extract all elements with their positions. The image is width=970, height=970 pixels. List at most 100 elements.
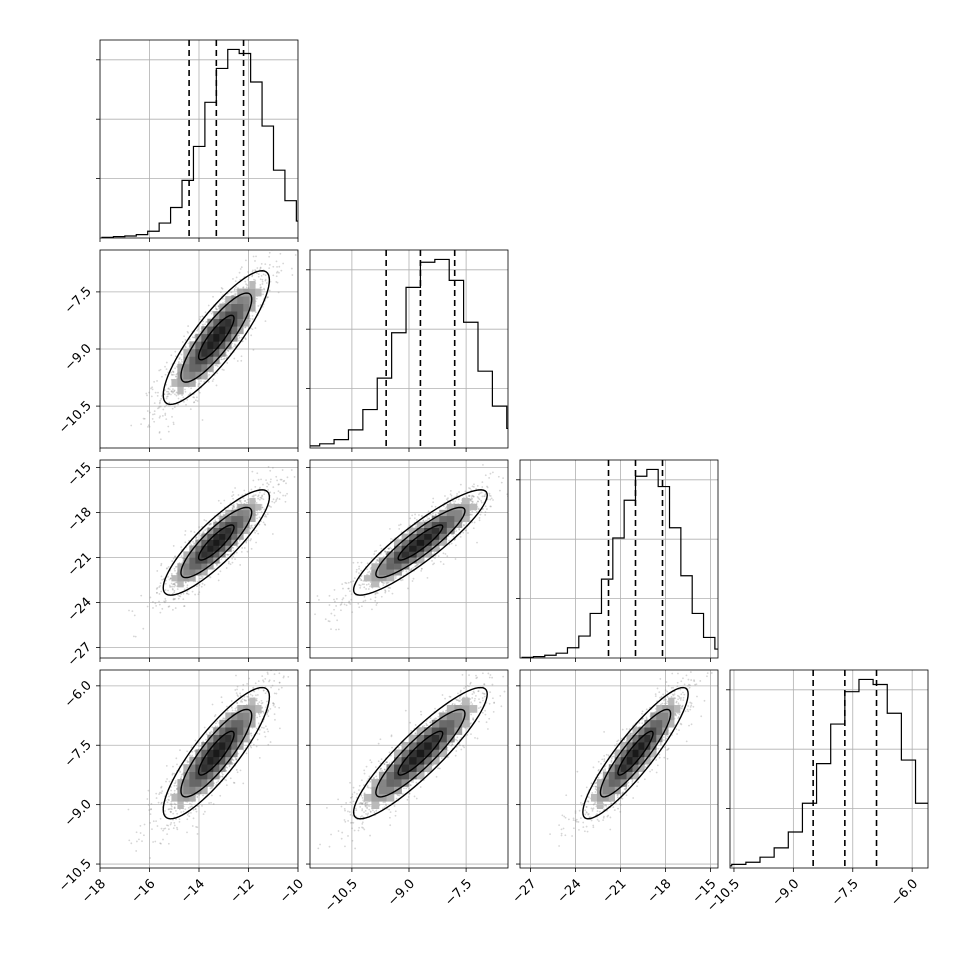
sample-point (252, 269, 254, 272)
sample-point (164, 414, 167, 416)
sample-point (173, 556, 176, 558)
contour-2 (162, 489, 271, 596)
sample-point (186, 592, 189, 595)
sample-point (173, 807, 176, 809)
density-cell (213, 545, 220, 552)
density-cell (446, 521, 455, 528)
density-cell (378, 575, 387, 582)
sample-point (174, 367, 177, 370)
sample-point (252, 479, 255, 482)
sample-point (178, 595, 181, 597)
sample-point (176, 588, 179, 591)
density-cell (243, 296, 250, 304)
sample-point (156, 570, 159, 572)
sample-point (250, 488, 253, 491)
density-cell (431, 527, 440, 534)
sample-point (263, 493, 266, 496)
sample-point (265, 282, 268, 284)
sample-point (470, 498, 473, 501)
sample-point (215, 781, 218, 784)
sample-point (179, 362, 182, 365)
sample-point (426, 518, 429, 520)
sample-point (261, 495, 264, 498)
sample-point (158, 431, 161, 433)
density-cell (431, 545, 440, 552)
sample-point (272, 265, 275, 268)
sample-point (173, 807, 176, 810)
sample-point (273, 501, 276, 504)
sample-point (222, 369, 225, 371)
sample-point (160, 397, 163, 400)
density-cell (461, 515, 470, 523)
sample-point (174, 393, 176, 396)
sample-point (143, 823, 146, 826)
sample-point (157, 407, 159, 410)
sample-point (366, 573, 369, 576)
sample-point (260, 228, 262, 230)
sample-point (158, 586, 161, 588)
sample-point (416, 563, 418, 566)
sample-point (483, 495, 486, 498)
sample-point (162, 838, 164, 841)
density-cell (195, 356, 202, 365)
density-cell (201, 551, 208, 558)
sample-point (235, 293, 237, 295)
sample-point (181, 360, 183, 363)
y-tick-label: −7.5 (62, 284, 95, 317)
sample-point (184, 345, 187, 348)
density-cell (394, 557, 402, 564)
sample-point (269, 741, 272, 743)
sample-point (278, 265, 281, 268)
sample-point (164, 601, 166, 604)
sample-point (164, 589, 167, 591)
sample-point (314, 613, 316, 616)
sample-point (245, 501, 248, 504)
density-cell (219, 341, 226, 350)
sample-point (491, 471, 494, 474)
density-cell (189, 363, 196, 372)
sample-point (170, 572, 173, 575)
sample-point (244, 337, 247, 340)
sample-point (386, 581, 389, 584)
sample-point (201, 582, 204, 585)
sample-point (167, 589, 169, 592)
sample-point (506, 493, 508, 496)
sample-point (152, 413, 154, 416)
sample-point (175, 375, 178, 378)
sample-point (231, 561, 234, 564)
sample-point (161, 607, 164, 610)
sample-point (132, 635, 135, 638)
sample-point (201, 323, 204, 326)
sample-point (264, 278, 267, 281)
sample-point (420, 567, 423, 570)
sample-point (509, 475, 511, 477)
density-cell (231, 311, 238, 320)
sample-point (374, 596, 377, 599)
density-cell (249, 515, 256, 523)
sample-point (368, 570, 371, 573)
sample-point (252, 349, 255, 351)
sample-point (269, 491, 272, 494)
sample-point (333, 598, 335, 601)
sample-point (147, 425, 149, 428)
sample-point (242, 683, 245, 686)
sample-point (219, 570, 222, 573)
sample-point (187, 325, 190, 327)
sample-point (169, 807, 172, 810)
sample-point (254, 531, 257, 534)
sample-point (171, 588, 174, 591)
sample-point (265, 479, 267, 482)
sample-point (342, 597, 345, 600)
sample-point (195, 537, 197, 540)
sample-point (142, 627, 145, 630)
sample-point (185, 346, 187, 349)
density-cell (219, 318, 226, 327)
sample-point (230, 291, 233, 294)
sample-point (190, 387, 193, 390)
sample-point (258, 498, 261, 501)
sample-point (247, 271, 249, 273)
sample-point (193, 336, 196, 339)
density-cell (249, 288, 256, 297)
sample-point (442, 552, 445, 555)
sample-point (166, 390, 168, 393)
